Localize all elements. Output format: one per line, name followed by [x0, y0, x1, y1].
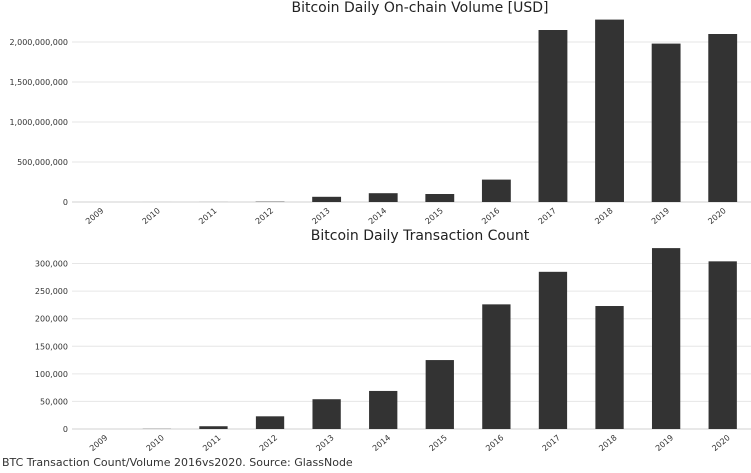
transaction-count-chart-title: Bitcoin Daily Transaction Count [311, 228, 530, 244]
volume-ytick-label: 1,000,000,000 [9, 118, 68, 127]
count-xtick-label: 2012 [258, 433, 279, 453]
volume-xtick-label: 2015 [423, 206, 444, 226]
volume-chart-title: Bitcoin Daily On-chain Volume [USD] [292, 0, 549, 16]
volume-xtick-label: 2012 [254, 206, 275, 226]
volume-xtick-label: 2013 [310, 206, 331, 226]
count-xtick-label: 2019 [654, 433, 675, 453]
volume-xtick-label: 2020 [706, 206, 727, 226]
volume-xtick-label: 2017 [537, 206, 558, 226]
count-xtick-label: 2020 [710, 433, 731, 453]
volume-bar-2020 [708, 34, 738, 202]
volume-xtick-label: 2009 [84, 206, 105, 226]
transaction-count-chart: Bitcoin Daily Transaction Count 0 50,000 1… [35, 228, 751, 453]
volume-bar-2017 [538, 30, 568, 202]
count-xtick-label: 2009 [88, 433, 109, 453]
count-xtick-label: 2013 [314, 433, 335, 453]
count-xtick-label: 2010 [145, 433, 166, 453]
count-bar-2012 [255, 416, 285, 429]
count-bar-2016 [482, 304, 511, 429]
count-xtick-label: 2014 [371, 433, 392, 453]
volume-xtick-label: 2016 [480, 206, 501, 226]
volume-chart: Bitcoin Daily On-chain Volume [USD] 0 500… [9, 0, 751, 226]
volume-ytick-label: 500,000,000 [17, 158, 68, 167]
volume-bar-2014 [368, 193, 398, 202]
volume-ytick-label: 0 [63, 198, 68, 207]
count-ytick-label: 300,000 [35, 260, 68, 269]
count-bar-2011 [199, 426, 228, 429]
volume-bar-2015 [425, 194, 455, 202]
count-bar-2014 [369, 390, 398, 429]
count-ytick-label: 250,000 [35, 287, 68, 296]
volume-ytick-label: 1,500,000,000 [9, 78, 68, 87]
volume-ytick-label: 2,000,000,000 [9, 38, 68, 47]
volume-xtick-label: 2014 [367, 206, 388, 226]
count-bar-2020 [708, 261, 737, 429]
charts-canvas: Bitcoin Daily On-chain Volume [USD] 0 500… [9, 0, 751, 453]
count-ytick-label: 200,000 [35, 315, 68, 324]
volume-xtick-label: 2010 [141, 206, 162, 226]
volume-bar-2018 [595, 19, 624, 202]
count-bar-2019 [651, 248, 681, 429]
count-bar-2017 [538, 271, 568, 429]
count-xtick-label: 2015 [427, 433, 448, 453]
count-ytick-label: 0 [63, 425, 68, 434]
volume-xtick-label: 2019 [650, 206, 671, 226]
count-xtick-label: 2016 [484, 433, 505, 453]
count-bar-2013 [312, 399, 341, 429]
volume-bar-2016 [481, 179, 511, 202]
count-ytick-label: 150,000 [35, 342, 68, 351]
volume-xtick-label: 2018 [593, 206, 614, 226]
volume-bar-2013 [312, 196, 342, 202]
count-ytick-label: 50,000 [40, 397, 68, 406]
count-xtick-label: 2017 [541, 433, 562, 453]
count-ytick-label: 100,000 [35, 370, 68, 379]
volume-xtick-label: 2011 [197, 206, 218, 226]
volume-bar-2019 [651, 43, 681, 202]
count-bar-2015 [425, 360, 454, 429]
figure-caption: BTC Transaction Count/Volume 2016vs2020.… [2, 456, 353, 469]
count-xtick-label: 2011 [201, 433, 222, 453]
count-bar-2018 [595, 306, 624, 429]
count-xtick-label: 2018 [597, 433, 618, 453]
